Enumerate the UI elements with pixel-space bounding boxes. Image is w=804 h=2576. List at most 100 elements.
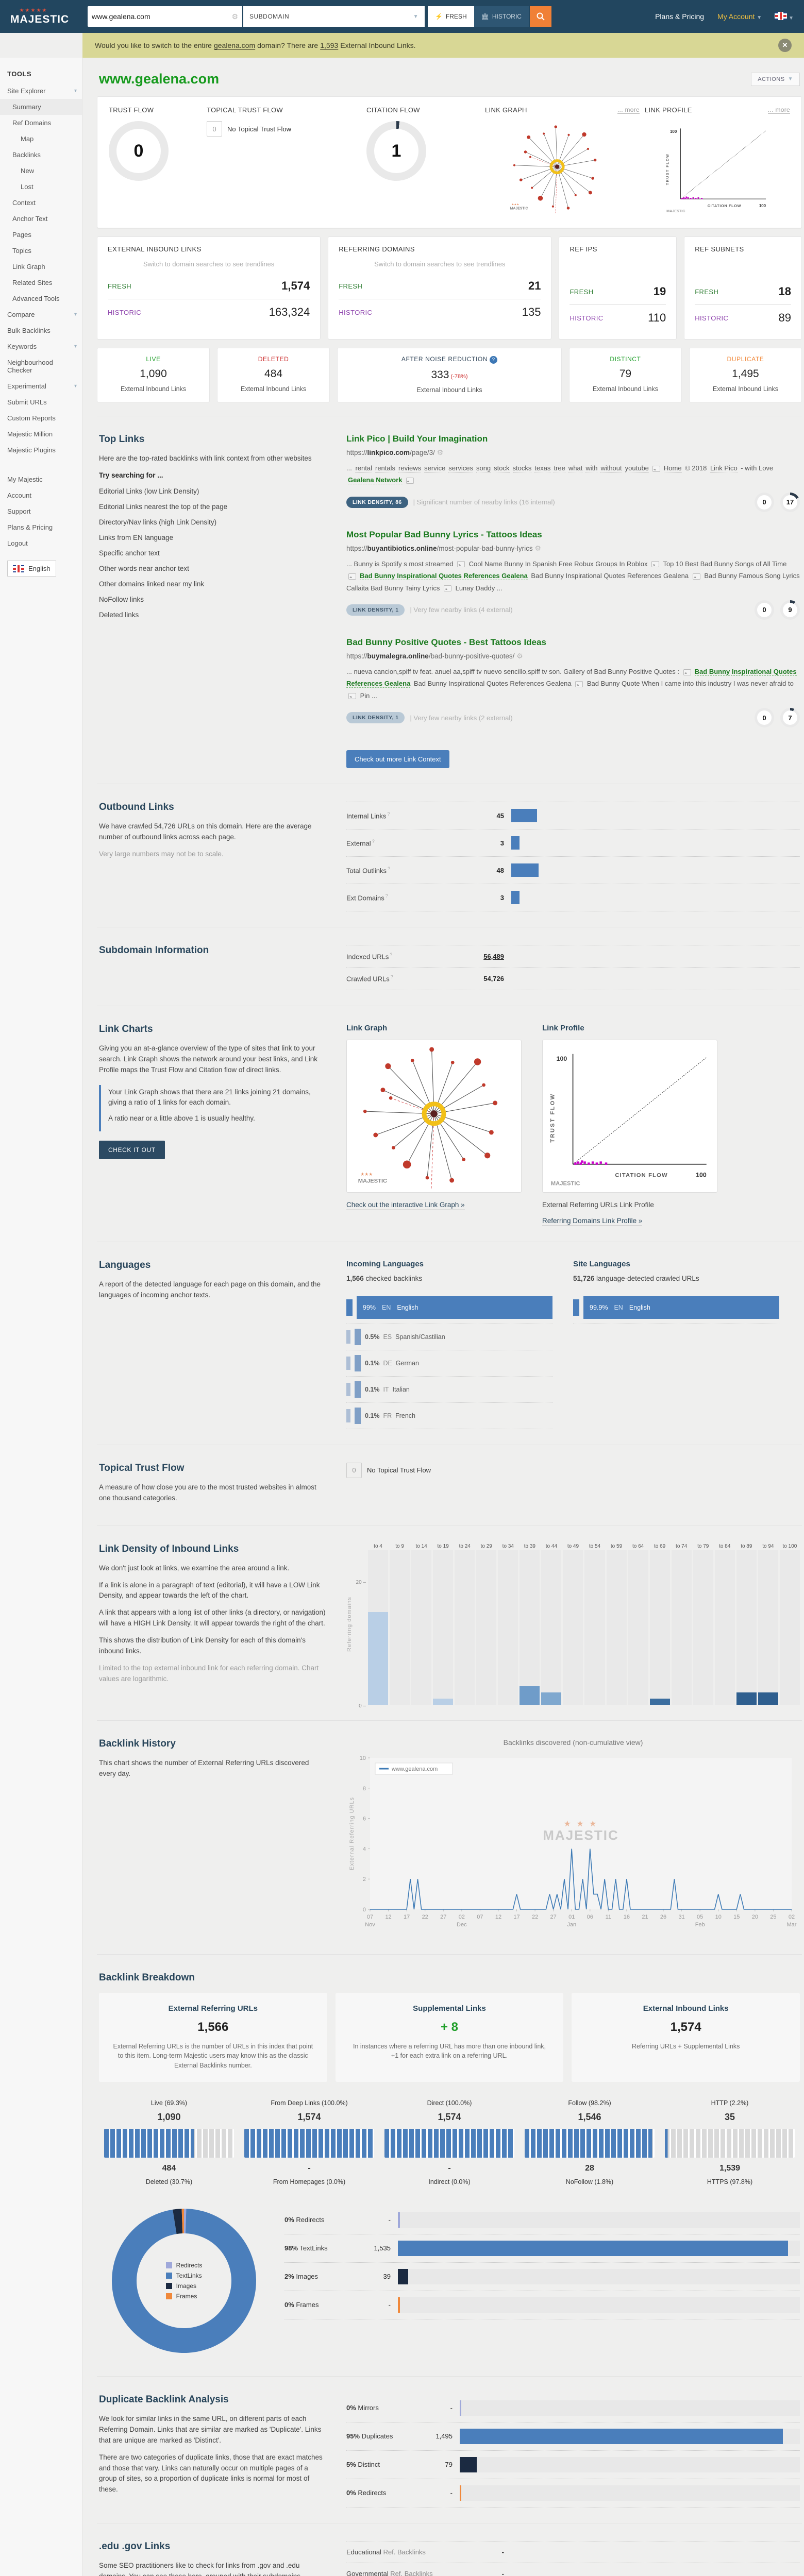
snippet-link[interactable]: without: [600, 464, 622, 472]
sidebar-item-anchor-text[interactable]: Anchor Text: [0, 211, 82, 227]
snippet-link[interactable]: stocks: [512, 464, 532, 472]
snippet-link[interactable]: youtube: [625, 464, 649, 472]
density-column[interactable]: [563, 1550, 583, 1705]
result-url[interactable]: https://linkpico.com/page/3/ ⚙: [346, 448, 444, 456]
sidebar-item-custom-reports[interactable]: Custom Reports: [0, 410, 82, 426]
density-column[interactable]: [671, 1550, 692, 1705]
density-column[interactable]: [584, 1550, 605, 1705]
result-url[interactable]: https://buyantibiotics.online/most-popul…: [346, 544, 541, 552]
snippet-link[interactable]: tree: [554, 464, 565, 472]
link-profile-more-link[interactable]: ... more: [767, 106, 790, 114]
sidebar-item-keywords[interactable]: Keywords ▾: [0, 338, 82, 354]
sidebar-item-link-graph[interactable]: Link Graph: [0, 259, 82, 275]
sidebar-item-related-sites[interactable]: Related Sites: [0, 275, 82, 291]
top-links-search-item[interactable]: Other domains linked near my link: [99, 580, 205, 588]
snippet-link[interactable]: stock: [494, 464, 510, 472]
referring-domains-profile-link[interactable]: Referring Domains Link Profile »: [542, 1217, 643, 1226]
top-links-search-item[interactable]: Specific anchor text: [99, 549, 160, 557]
density-column[interactable]: [520, 1550, 540, 1705]
density-column[interactable]: [541, 1550, 562, 1705]
snippet-link[interactable]: Home: [663, 464, 682, 472]
result-title[interactable]: Bad Bunny Positive Quotes - Best Tattoos…: [346, 637, 546, 647]
density-column[interactable]: [476, 1550, 497, 1705]
result-gear-icon[interactable]: ⚙: [534, 544, 541, 552]
sidebar-item-ref-domains[interactable]: Ref Domains: [0, 115, 82, 131]
result-gear-icon[interactable]: ⚙: [437, 448, 444, 456]
sidebar-language-button[interactable]: English: [7, 561, 56, 577]
snippet-target-link[interactable]: Bad Bunny Inspirational Quotes Reference…: [346, 667, 797, 688]
banner-domain-link[interactable]: gealena.com: [213, 41, 256, 49]
search-settings-gear-icon[interactable]: ⚙: [231, 12, 238, 21]
density-column[interactable]: [736, 1550, 757, 1705]
result-title[interactable]: Most Popular Bad Bunny Lyrics - Tattoos …: [346, 529, 542, 539]
top-links-search-item[interactable]: Directory/Nav links (high Link Density): [99, 518, 217, 526]
sidebar-item-map[interactable]: Map: [0, 131, 82, 147]
density-column[interactable]: [758, 1550, 778, 1705]
result-gear-icon[interactable]: ⚙: [516, 651, 523, 660]
density-column[interactable]: [606, 1550, 627, 1705]
majestic-logo[interactable]: ★★★★★ MAJESTIC: [10, 8, 82, 26]
sidebar-item-my-majestic[interactable]: My Majestic: [0, 471, 82, 487]
scope-select[interactable]: SUBDOMAIN ▼: [243, 6, 425, 27]
search-button[interactable]: [529, 6, 551, 27]
sidebar-item-logout[interactable]: Logout: [0, 535, 82, 551]
snippet-target-link[interactable]: Bad Bunny Inspirational Quotes Reference…: [360, 572, 528, 581]
language-selector[interactable]: ▼: [775, 12, 794, 21]
sidebar-item-submit-urls[interactable]: Submit URLs: [0, 394, 82, 410]
actions-button[interactable]: ACTIONS ▼: [751, 72, 800, 86]
historic-toggle[interactable]: 🏛 HISTORIC: [474, 6, 529, 27]
sidebar-item-experimental[interactable]: Experimental ▾: [0, 378, 82, 394]
sidebar-item-lost[interactable]: Lost: [0, 179, 82, 195]
top-links-search-item[interactable]: Editorial Links (low Link Density): [99, 487, 199, 495]
sidebar-item-support[interactable]: Support: [0, 503, 82, 519]
snippet-link[interactable]: services: [448, 464, 473, 472]
snippet-link[interactable]: rentals: [375, 464, 396, 472]
snippet-link[interactable]: reviews: [398, 464, 422, 472]
check-it-out-button[interactable]: CHECK IT OUT: [99, 1141, 165, 1160]
sidebar-item-pages[interactable]: Pages: [0, 227, 82, 243]
check-link-context-button[interactable]: Check out more Link Context: [346, 750, 449, 769]
help-icon[interactable]: ?: [490, 356, 498, 364]
density-column[interactable]: [368, 1550, 389, 1705]
snippet-link[interactable]: song: [476, 464, 491, 472]
density-column[interactable]: [693, 1550, 713, 1705]
snippet-link[interactable]: with: [585, 464, 598, 472]
top-links-search-item[interactable]: NoFollow links: [99, 595, 144, 603]
snippet-link[interactable]: rental: [355, 464, 372, 472]
sidebar-item-compare[interactable]: Compare ▾: [0, 307, 82, 323]
banner-count-link[interactable]: 1,593: [320, 41, 339, 49]
result-title[interactable]: Link Pico | Build Your Imagination: [346, 434, 488, 444]
top-links-search-item[interactable]: Other words near anchor text: [99, 564, 189, 572]
fresh-toggle[interactable]: ⚡ FRESH: [428, 6, 474, 27]
banner-close-icon[interactable]: ✕: [778, 39, 792, 52]
interactive-link-graph-link[interactable]: Check out the interactive Link Graph »: [346, 1201, 465, 1210]
density-column[interactable]: [498, 1550, 518, 1705]
nav-plans-pricing[interactable]: Plans & Pricing: [655, 12, 705, 21]
sidebar-item-advanced-tools[interactable]: Advanced Tools: [0, 291, 82, 307]
snippet-link[interactable]: Link Pico: [710, 464, 738, 472]
snippet-link[interactable]: texas: [534, 464, 551, 472]
snippet-link[interactable]: what: [568, 464, 583, 472]
sidebar-item-plans-pricing[interactable]: Plans & Pricing: [0, 519, 82, 535]
snippet-link[interactable]: service: [424, 464, 446, 472]
density-column[interactable]: [714, 1550, 735, 1705]
sidebar-item-topics[interactable]: Topics: [0, 243, 82, 259]
sidebar-item-majestic-million[interactable]: Majestic Million: [0, 426, 82, 442]
link-graph-more-link[interactable]: ... more: [617, 106, 640, 114]
sidebar-item-majestic-plugins[interactable]: Majestic Plugins: [0, 442, 82, 458]
sidebar-item-account[interactable]: Account: [0, 487, 82, 503]
search-input[interactable]: [92, 12, 232, 21]
sidebar-item-backlinks[interactable]: Backlinks: [0, 147, 82, 163]
row-value-link[interactable]: 56,489: [483, 952, 504, 960]
density-column[interactable]: [779, 1550, 800, 1705]
top-links-search-item[interactable]: Links from EN language: [99, 533, 174, 541]
sidebar-item-new[interactable]: New: [0, 163, 82, 179]
density-column[interactable]: [433, 1550, 454, 1705]
density-column[interactable]: [411, 1550, 432, 1705]
density-column[interactable]: [390, 1550, 410, 1705]
result-url[interactable]: https://buymalegra.online/bad-bunny-posi…: [346, 651, 523, 660]
top-links-search-item[interactable]: Deleted links: [99, 611, 139, 619]
snippet-target-link[interactable]: Gealena Network: [348, 476, 403, 485]
nav-my-account[interactable]: My Account ▼: [717, 12, 762, 21]
sidebar-item-site-explorer[interactable]: Site Explorer ▾: [0, 83, 82, 99]
